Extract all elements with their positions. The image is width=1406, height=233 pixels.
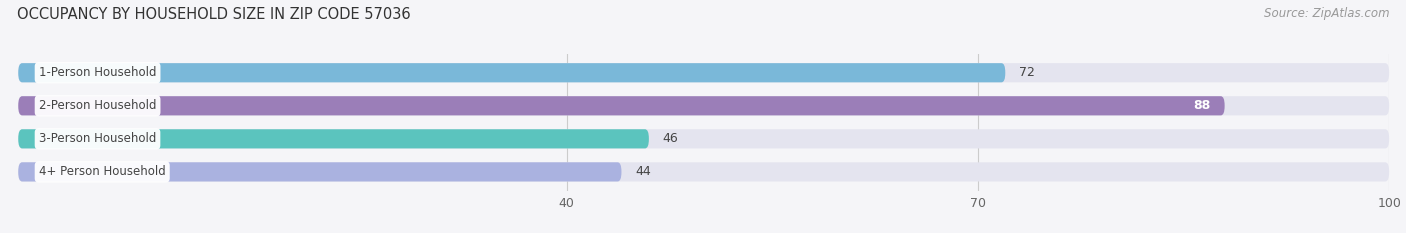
Text: 2-Person Household: 2-Person Household: [39, 99, 156, 112]
FancyBboxPatch shape: [18, 162, 1389, 182]
Text: 4+ Person Household: 4+ Person Household: [39, 165, 166, 178]
FancyBboxPatch shape: [18, 129, 1389, 148]
FancyBboxPatch shape: [18, 63, 1005, 82]
Text: 3-Person Household: 3-Person Household: [39, 132, 156, 145]
FancyBboxPatch shape: [18, 96, 1389, 115]
FancyBboxPatch shape: [18, 63, 1389, 82]
Text: 72: 72: [1019, 66, 1035, 79]
Text: 88: 88: [1194, 99, 1211, 112]
FancyBboxPatch shape: [18, 162, 621, 182]
FancyBboxPatch shape: [18, 129, 650, 148]
Text: OCCUPANCY BY HOUSEHOLD SIZE IN ZIP CODE 57036: OCCUPANCY BY HOUSEHOLD SIZE IN ZIP CODE …: [17, 7, 411, 22]
Text: Source: ZipAtlas.com: Source: ZipAtlas.com: [1264, 7, 1389, 20]
FancyBboxPatch shape: [18, 96, 1225, 115]
Text: 44: 44: [636, 165, 651, 178]
Text: 1-Person Household: 1-Person Household: [39, 66, 156, 79]
Text: 46: 46: [662, 132, 678, 145]
